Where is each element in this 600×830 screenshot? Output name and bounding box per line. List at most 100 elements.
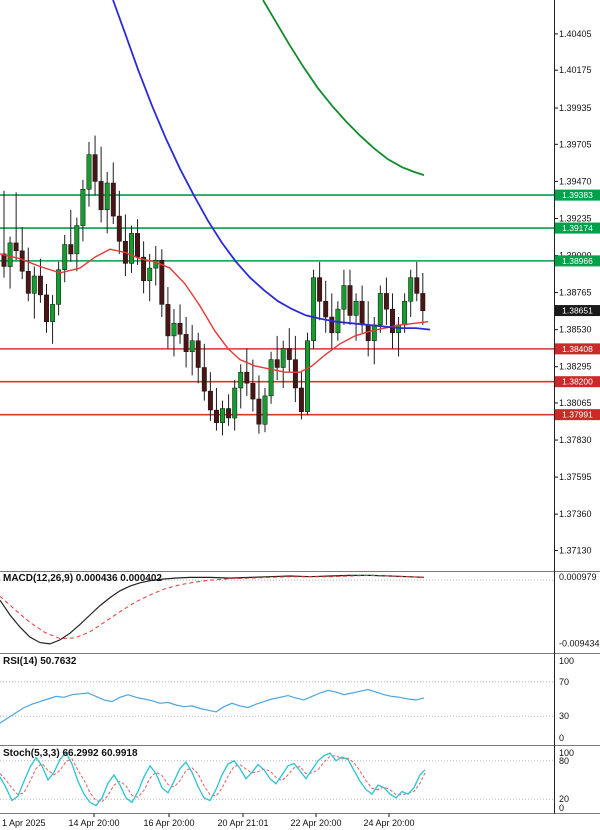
candle-up (104, 182, 110, 211)
macd-axis-label: -0.009434 (559, 639, 600, 649)
price-axis-label: 1.37360 (559, 509, 592, 519)
candle-up (305, 340, 310, 412)
candle-down (226, 408, 232, 419)
candle-down (183, 334, 189, 352)
candle-up (171, 323, 177, 337)
candle-up (311, 277, 317, 341)
time-axis-label: 22 Apr 20:00 (290, 818, 341, 828)
candle-down (44, 294, 49, 322)
candle-up (262, 395, 268, 425)
price-axis-label: 1.37595 (559, 472, 592, 482)
price-axis-label: 1.38065 (559, 398, 592, 408)
candle-down (420, 293, 426, 311)
candle-up (268, 359, 274, 397)
price-axis-label: 1.38765 (559, 288, 592, 298)
price-axis-label: 1.38295 (559, 362, 592, 372)
candle-down (414, 277, 420, 294)
candle-up (86, 154, 92, 190)
time-axis-label: 1 Apr 2025 (2, 818, 46, 828)
stoch-panel[interactable] (0, 748, 554, 812)
candle-down (25, 271, 31, 294)
price-axis-label: 1.39470 (559, 176, 592, 186)
candle-down (116, 215, 122, 242)
candle-up (408, 277, 414, 302)
resistance-badge-text: 1.38966 (562, 256, 593, 266)
price-axis-label: 1.37830 (559, 435, 592, 445)
price-axis-label: 1.40405 (559, 29, 592, 39)
candle-down (390, 308, 395, 334)
stoch-axis-label: 80 (559, 756, 569, 766)
price-axis[interactable] (555, 0, 600, 813)
time-axis-label: 14 Apr 20:00 (68, 818, 119, 828)
candle-down (214, 409, 219, 423)
candle-up (238, 371, 244, 389)
price-axis-label: 1.39235 (559, 213, 592, 223)
time-axis[interactable] (0, 814, 600, 830)
candle-down (159, 259, 165, 305)
candle-down (1, 253, 7, 267)
ma-blue-line (112, 0, 431, 331)
stoch-axis-label: 0 (559, 803, 564, 813)
candle-down (286, 348, 292, 360)
candle-up (353, 300, 359, 316)
candle-down (110, 182, 116, 217)
candle-down (244, 371, 250, 384)
candle-up (189, 340, 195, 352)
support-badge-text: 1.38200 (562, 377, 593, 387)
candle-up (147, 267, 153, 281)
rsi-axis-label: 0 (559, 733, 564, 743)
macd-line (0, 574, 425, 645)
support-badge (555, 343, 600, 355)
candle-down (292, 359, 298, 389)
candle-down (207, 390, 213, 411)
candle-down (141, 256, 147, 282)
candle-up (31, 275, 37, 294)
candle-up (232, 387, 238, 419)
price-axis-label: 1.37130 (559, 545, 592, 555)
candle-down (195, 340, 201, 368)
current-price-badge (555, 305, 600, 317)
candle-down (92, 154, 98, 182)
candle-up (377, 293, 383, 326)
ma-red-line (0, 248, 429, 373)
candle-up (280, 348, 286, 368)
rsi-axis-label: 100 (559, 656, 574, 666)
candle-down (323, 300, 329, 318)
candle-up (341, 285, 347, 310)
resistance-badge (555, 189, 600, 201)
ma-green-line (262, 0, 425, 176)
rsi-axis-label: 30 (559, 711, 569, 721)
candle-down (329, 316, 335, 334)
price-axis-label: 1.38530 (559, 325, 592, 335)
rsi-panel[interactable] (0, 656, 554, 742)
time-axis-label: 16 Apr 20:00 (143, 818, 194, 828)
candle-down (250, 383, 256, 400)
stoch-axis-label: 20 (559, 794, 569, 804)
candle-up (129, 233, 134, 264)
candle-up (74, 225, 80, 255)
candle-up (153, 259, 159, 269)
candle-down (347, 285, 353, 316)
candle-up (50, 304, 56, 322)
candle-down (201, 367, 207, 392)
support-badge (555, 409, 600, 421)
support-badge-text: 1.38408 (562, 344, 593, 354)
macd-axis-label: 0.000979 (559, 572, 597, 582)
price-axis-label: 1.39705 (559, 139, 592, 149)
resistance-badge-text: 1.39174 (562, 223, 593, 233)
candle-down (256, 398, 262, 425)
current-price-badge-text: 1.38651 (562, 306, 593, 316)
main-chart-area[interactable] (0, 0, 554, 570)
candle-down (317, 277, 323, 302)
candle-down (37, 275, 43, 296)
resistance-badge (555, 222, 600, 234)
candle-down (98, 181, 104, 211)
candle-down (383, 293, 389, 310)
candle-down (177, 323, 183, 335)
stoch-k-line (0, 751, 426, 807)
candle-up (62, 244, 68, 270)
macd-signal-line (0, 574, 425, 640)
macd-panel[interactable] (0, 572, 554, 650)
